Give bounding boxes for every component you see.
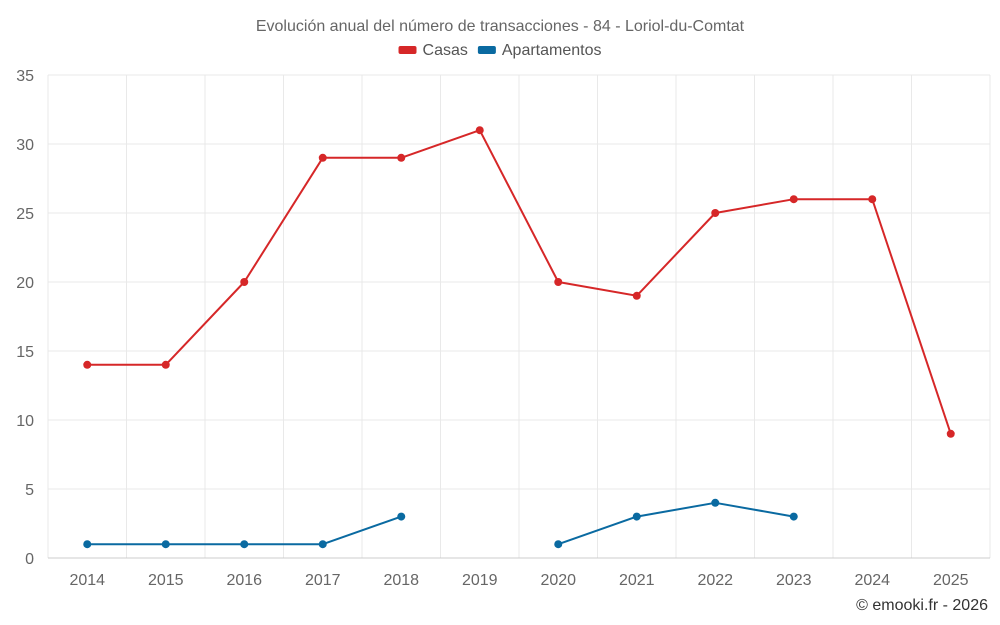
x-tick-label: 2020 [540, 572, 576, 589]
x-axis: 2014 2015 2016 2017 2018 2019 2020 2021 2022 2023… [69, 572, 968, 589]
x-tick-label: 2025 [933, 572, 969, 589]
data-point[interactable] [554, 540, 563, 549]
series-line [557, 501, 794, 546]
legend-item-casas[interactable]: Casas [398, 42, 468, 59]
grid [47, 74, 991, 559]
data-point[interactable] [475, 126, 484, 135]
y-tick-label: 20 [16, 275, 34, 292]
y-tick-label: 10 [16, 413, 34, 430]
data-point[interactable] [397, 153, 406, 162]
legend-swatch [477, 46, 496, 54]
x-tick-label: 2021 [619, 572, 655, 589]
series-apartamentos [83, 498, 798, 549]
series-line [87, 129, 952, 435]
data-point[interactable] [161, 360, 170, 369]
data-point[interactable] [318, 153, 327, 162]
legend-swatch [398, 46, 417, 54]
legend: Casas Apartamentos [398, 42, 602, 59]
x-tick-label: 2014 [69, 572, 105, 589]
y-tick-label: 5 [25, 482, 34, 499]
data-point[interactable] [240, 540, 249, 549]
x-tick-label: 2023 [776, 572, 812, 589]
x-tick-label: 2015 [148, 572, 184, 589]
data-point[interactable] [318, 540, 327, 549]
y-tick-label: 30 [16, 137, 34, 154]
chart-title: Evolución anual del número de transaccio… [256, 18, 745, 35]
x-tick-label: 2017 [305, 572, 341, 589]
data-point[interactable] [868, 195, 877, 204]
data-point[interactable] [240, 278, 249, 286]
data-point[interactable] [83, 540, 92, 549]
credit-text: © emooki.fr - 2026 [856, 597, 988, 614]
series-line [87, 515, 402, 546]
data-point[interactable] [711, 498, 720, 507]
data-point[interactable] [789, 512, 798, 521]
data-point[interactable] [83, 360, 92, 369]
legend-label: Apartamentos [502, 42, 602, 59]
series-group [83, 126, 955, 549]
y-tick-label: 0 [25, 551, 34, 568]
data-point[interactable] [554, 278, 563, 286]
x-tick-label: 2024 [854, 572, 890, 589]
y-tick-label: 15 [16, 344, 34, 361]
x-tick-label: 2022 [697, 572, 733, 589]
y-tick-label: 35 [16, 68, 34, 85]
data-point[interactable] [632, 291, 641, 300]
data-point[interactable] [397, 512, 406, 521]
x-tick-label: 2019 [462, 572, 498, 589]
legend-label: Casas [423, 42, 468, 59]
data-point[interactable] [632, 512, 641, 521]
x-tick-label: 2018 [383, 572, 419, 589]
y-axis: 0 5 10 15 20 25 30 35 [16, 68, 34, 568]
data-point[interactable] [789, 195, 798, 204]
data-point[interactable] [946, 429, 955, 438]
y-tick-label: 25 [16, 206, 34, 223]
data-point[interactable] [161, 540, 170, 549]
legend-item-apartamentos[interactable]: Apartamentos [477, 42, 602, 59]
x-tick-label: 2016 [226, 572, 262, 589]
series-casas [83, 126, 955, 438]
data-point[interactable] [711, 209, 720, 217]
